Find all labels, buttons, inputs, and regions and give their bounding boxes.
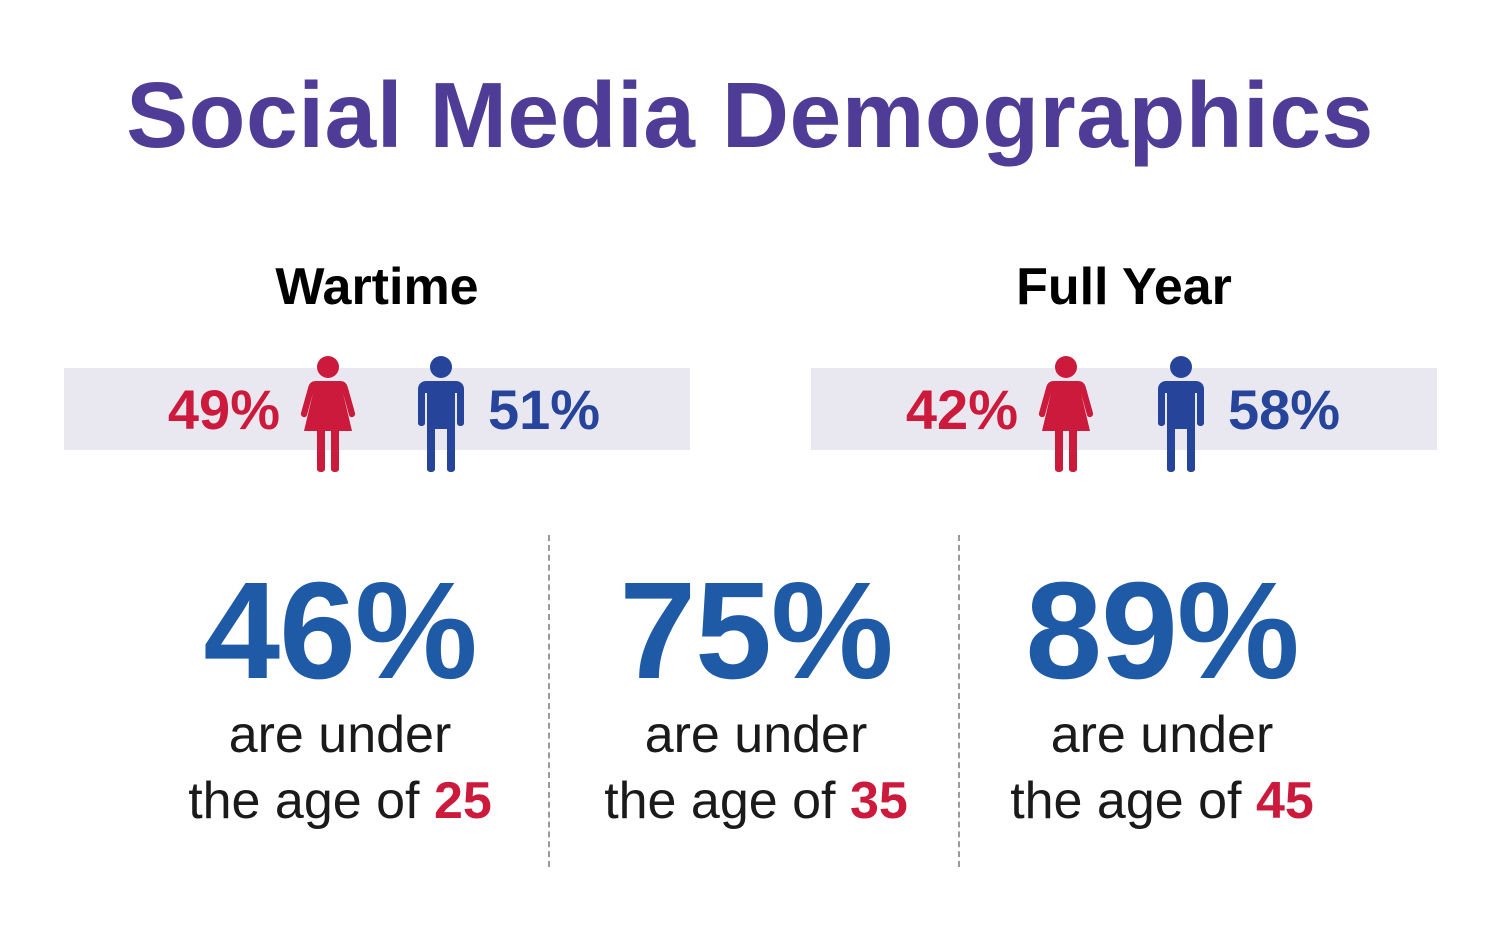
female-percentage: 49% [167, 378, 280, 441]
stat-value: 75% [619, 554, 893, 708]
male-percentage: 58% [1228, 378, 1341, 441]
gender-band [64, 368, 690, 450]
man-icon [1158, 356, 1204, 472]
stat-age-value: 35 [849, 772, 908, 830]
page-title: Social Media Demographics [126, 63, 1374, 167]
dashed-divider [958, 535, 960, 867]
stat-line-2: the age of 45 [952, 768, 1372, 834]
gender-band [811, 368, 1437, 450]
stat-age-text: the age of [188, 772, 434, 830]
woman-icon [1038, 356, 1094, 472]
stat-line-2: the age of 25 [130, 768, 550, 834]
stat-under-35: 75% are under the age of 35 [546, 562, 966, 834]
stat-under-45: 89% are under the age of 45 [952, 562, 1372, 834]
stat-value: 46% [203, 554, 477, 708]
female-percentage: 42% [905, 378, 1018, 441]
stat-under-25: 46% are under the age of 25 [130, 562, 550, 834]
stat-age-text: the age of [604, 772, 850, 830]
woman-icon [300, 356, 356, 472]
stat-line-2: the age of 35 [546, 768, 966, 834]
male-percentage: 51% [488, 378, 601, 441]
stat-age-value: 25 [433, 772, 492, 830]
stat-line-1: are under [1050, 706, 1274, 764]
stat-age-value: 45 [1255, 772, 1314, 830]
stat-age-text: the age of [1010, 772, 1256, 830]
stat-line-1: are under [228, 706, 452, 764]
man-icon [418, 356, 464, 472]
dashed-divider [548, 535, 550, 867]
panel-title: Full Year [1016, 258, 1232, 316]
panel-title: Wartime [275, 258, 479, 316]
stat-line-1: are under [644, 706, 868, 764]
stat-value: 89% [1025, 554, 1299, 708]
